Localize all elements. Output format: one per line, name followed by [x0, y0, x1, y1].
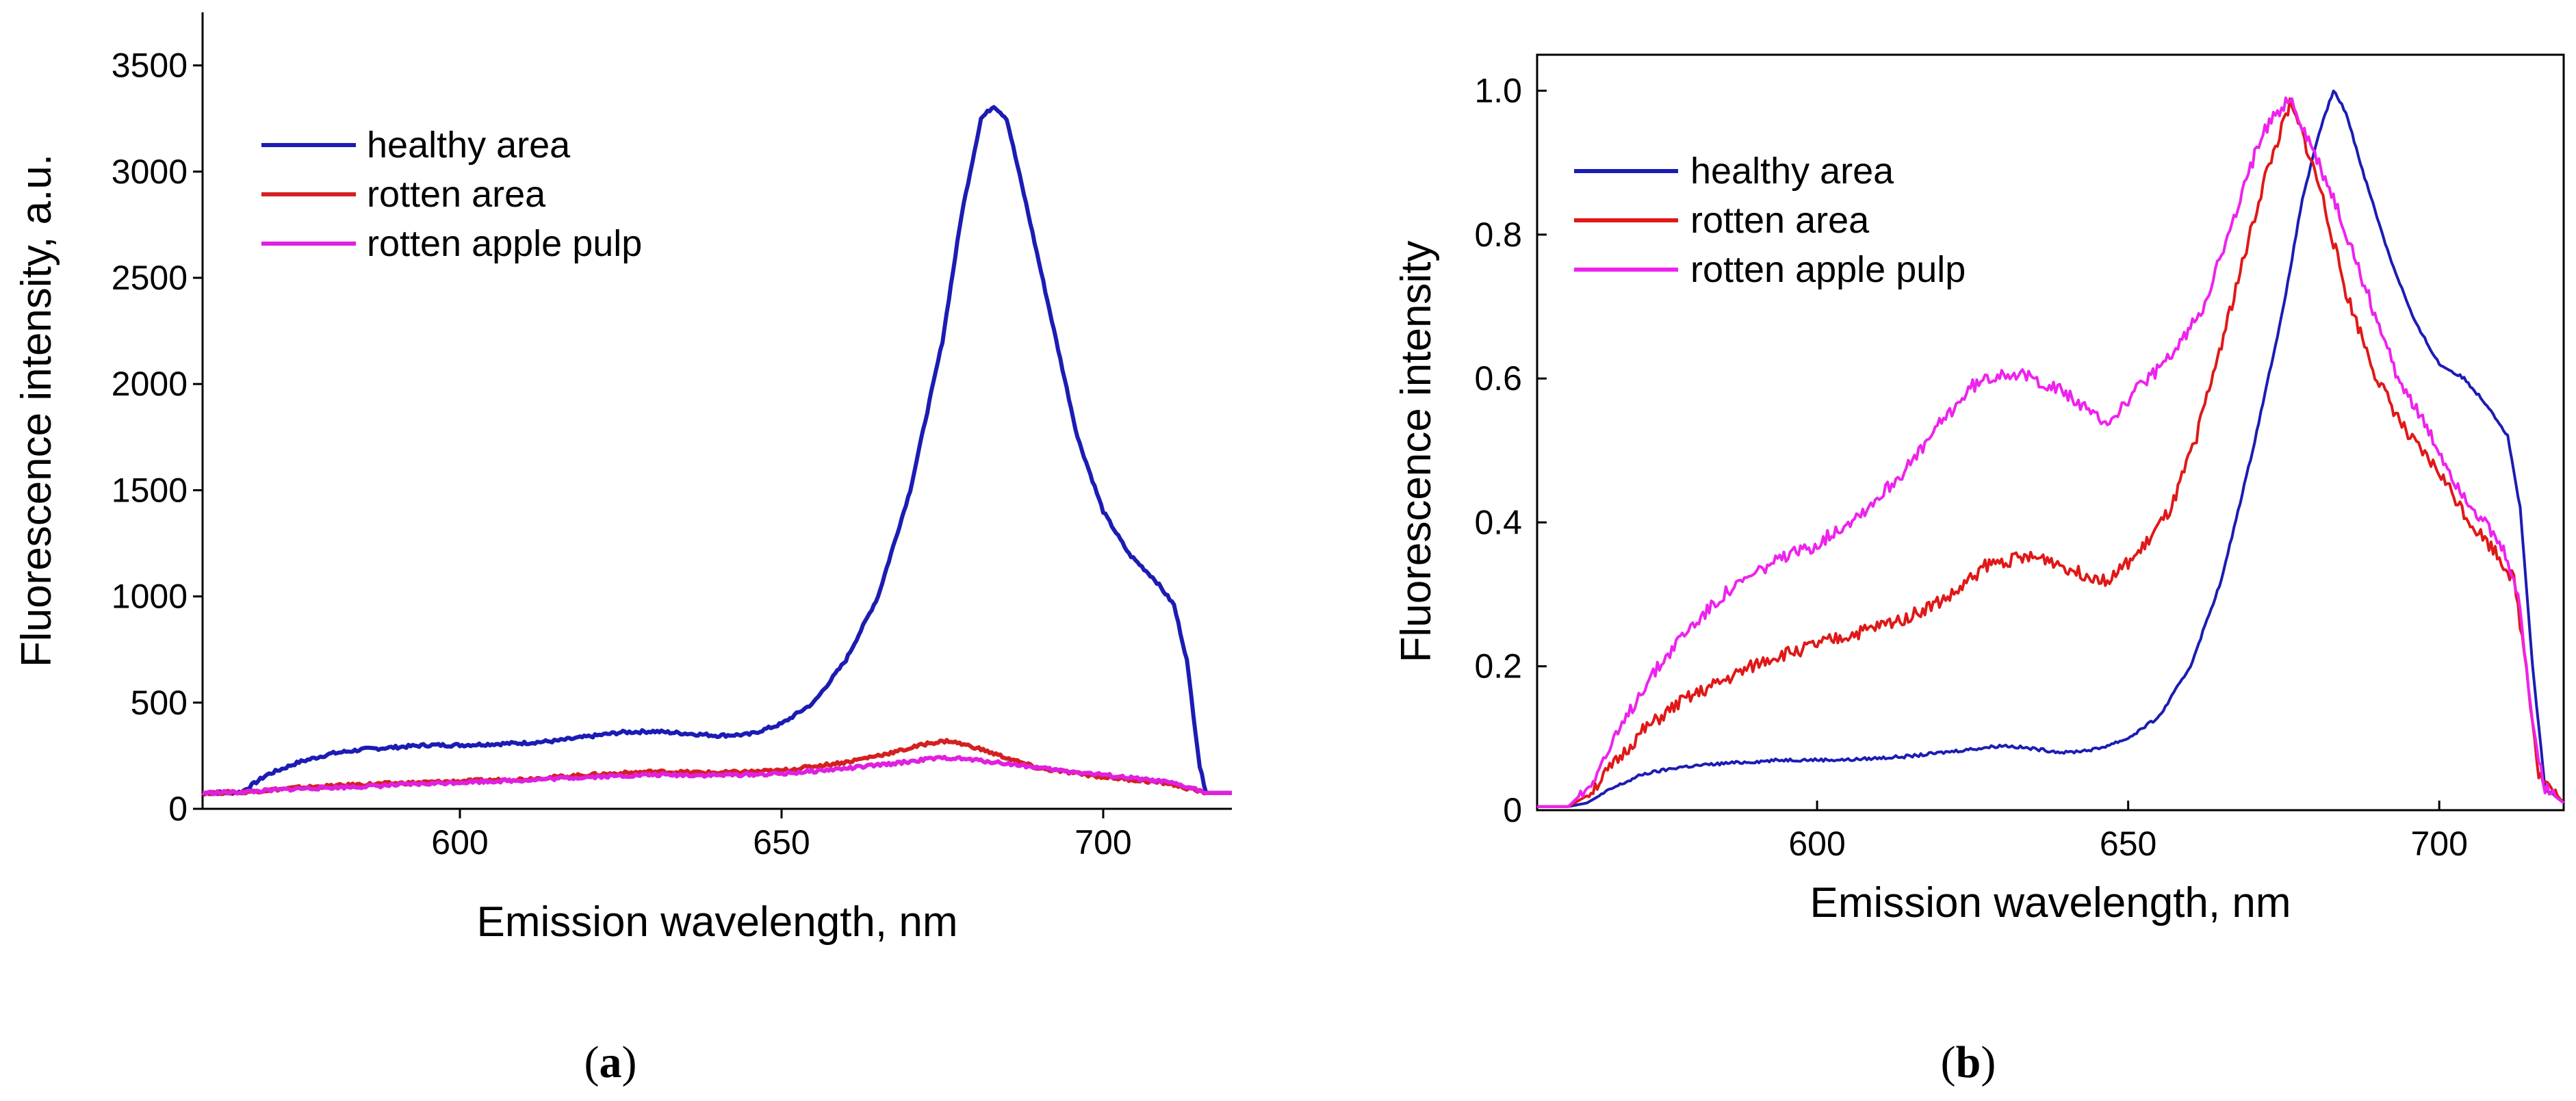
panel-a-legend-label-healthy: healthy area: [367, 125, 571, 166]
panel-a-y-tick-label-2: 1000: [112, 578, 188, 616]
panel-b-label-letter: b: [1956, 1037, 1981, 1087]
panel-a-chart: 600 650 700 0 500 1000 1500 2000 2500 3000 3500 h…: [13, 12, 1232, 1087]
panel-a-y-tick-label-3: 1500: [112, 471, 188, 509]
panel-a-plot-area: [201, 12, 1232, 810]
panel-b-y-tick-label-0: 0: [1503, 791, 1522, 829]
panel-a-y-ticks: 0 500 1000 1500 2000 2500 3000 3500: [112, 47, 203, 828]
panel-b-x-axis-title: Emission wavelength, nm: [1810, 879, 2291, 927]
panel-b-x-ticks: 600 650 700: [1788, 801, 2468, 863]
panel-b-y-tick-label-5: 1.0: [1474, 72, 1522, 110]
panel-b-y-ticks: 0 0.2 0.4 0.6 0.8 1.0: [1474, 72, 1547, 829]
panel-b-y-axis-title: Fluorescence intensity: [1393, 241, 1440, 663]
panel-b-label: (b): [1941, 1037, 1996, 1087]
panel-b-legend: healthy area rotten area rotten apple pu…: [1574, 151, 1966, 290]
panel-a-legend-label-rotten: rotten area: [367, 174, 546, 215]
panel-b-series-line-1: [1537, 97, 2565, 808]
panel-b-y-tick-label-1: 0.2: [1474, 647, 1522, 686]
panel-a-x-ticks: 600 650 700: [431, 809, 1132, 862]
panel-a-x-tick-label-1: 650: [753, 823, 810, 862]
panel-a-label-letter: a: [600, 1037, 622, 1087]
panel-a-legend: healthy area rotten area rotten apple pu…: [261, 125, 642, 264]
panel-b-series-line-2: [1537, 96, 2565, 808]
panel-a-legend-label-pulp: rotten apple pulp: [367, 223, 642, 264]
panel-b-frame: [1536, 53, 2565, 812]
panel-b-y-tick-label-4: 0.8: [1474, 216, 1522, 254]
panel-a-y-tick-label-5: 2500: [112, 259, 188, 297]
panel-a-x-tick-label-2: 700: [1074, 823, 1131, 862]
panel-b-y-tick-label-2: 0.4: [1474, 503, 1522, 541]
panel-b-x-tick-label-1: 650: [2100, 825, 2156, 863]
panel-b-y-tick-label-3: 0.6: [1474, 359, 1522, 398]
panel-a-series-group: [201, 105, 1232, 796]
panel-a-y-tick-label-1: 500: [131, 684, 188, 722]
panel-a-y-tick-label-7: 3500: [112, 47, 188, 85]
panel-b-x-tick-label-0: 600: [1788, 825, 1845, 863]
panel-b-series-line-0: [1537, 89, 2565, 808]
panel-b-legend-label-pulp: rotten apple pulp: [1690, 249, 1966, 290]
panel-a-x-tick-label-0: 600: [431, 823, 488, 862]
panel-a-x-axis-title: Emission wavelength, nm: [477, 898, 958, 946]
panel-b-x-tick-label-2: 700: [2410, 825, 2467, 863]
panel-b-legend-label-healthy: healthy area: [1690, 151, 1894, 192]
panel-a-y-tick-label-0: 0: [168, 790, 188, 828]
panel-a-series-line-0: [203, 105, 1232, 796]
panel-b-series-group: [1537, 89, 2565, 808]
panel-b-plot-area: [1536, 53, 2565, 812]
panel-a-y-axis-title: Fluorescence intensity, a.u.: [13, 154, 60, 667]
panel-a-y-tick-label-4: 2000: [112, 365, 188, 403]
panel-a-series-line-2: [202, 755, 1232, 796]
panel-a-label: (a): [584, 1037, 637, 1087]
panel-a-y-tick-label-6: 3000: [112, 153, 188, 191]
panel-b-chart: 600 650 700 0 0.2 0.4 0.6 0.8 1.0 healthy area …: [1393, 53, 2565, 1087]
panel-b-legend-label-rotten: rotten area: [1690, 200, 1870, 241]
